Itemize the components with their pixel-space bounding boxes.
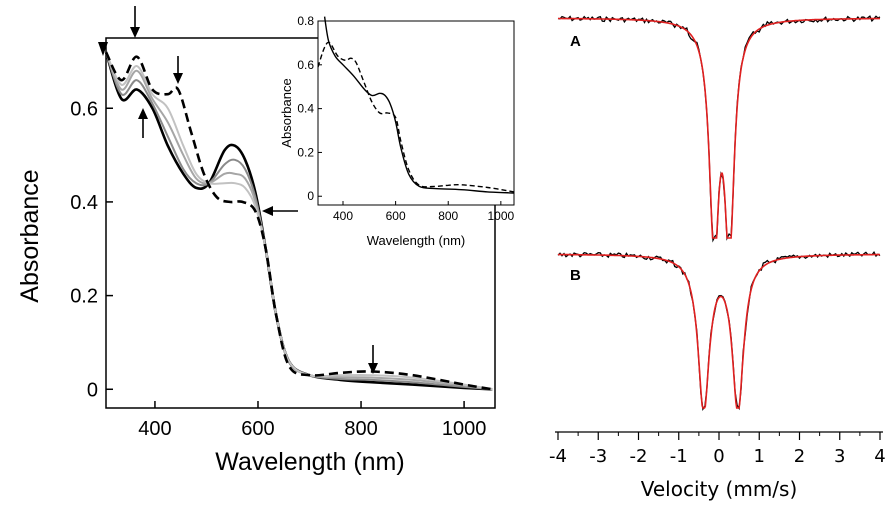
- main-y-tick-label: 0: [87, 379, 98, 401]
- inset-y-axis-title: Absorbance: [279, 78, 294, 147]
- inset-series-group: [317, 16, 515, 194]
- annotation-arrowhead: [262, 206, 273, 216]
- inset-x-tick-label: 1000: [487, 209, 514, 223]
- annotation-arrowhead: [368, 363, 378, 374]
- main-x-axis-title: Wavelength (nm): [215, 448, 404, 476]
- annotation-arrowhead: [138, 108, 148, 119]
- main-series-line: [105, 51, 493, 391]
- main-x-tick-label: 1000: [442, 418, 487, 440]
- velocity-x-tick-label: 0: [713, 446, 724, 467]
- inset-x-tick-label: 400: [333, 209, 353, 223]
- velocity-x-tick-label: 1: [754, 446, 765, 467]
- main-arrows: [98, 6, 378, 374]
- inset-x-axis-title: Wavelength (nm): [367, 233, 466, 248]
- inset-x-tick-label: 800: [438, 209, 458, 223]
- inset-chart: 0 0.2 0.4 0.6 0.8 400 600 800 1000 Wavelength (…: [279, 14, 515, 248]
- velocity-panel-label: A: [570, 33, 581, 50]
- main-series-line: [104, 51, 493, 391]
- velocity-data-trace: [557, 250, 881, 412]
- annotation-arrowhead: [173, 73, 183, 84]
- main-x-tick-label: 800: [344, 418, 377, 440]
- velocity-x-tick-label: 3: [834, 446, 845, 467]
- main-series-group: [104, 51, 493, 391]
- inset-series-line: [323, 16, 515, 194]
- velocity-x-tick-label: -1: [670, 446, 688, 467]
- inset-x-tick-label: 600: [386, 209, 406, 223]
- main-x-ticks: 400 600 800 1000: [138, 401, 486, 440]
- inset-y-tick-label: 0.4: [297, 102, 314, 116]
- annotation-arrowhead: [130, 27, 140, 38]
- inset-y-tick-label: 0: [307, 189, 314, 203]
- velocity-x-tick-label: -2: [630, 446, 648, 467]
- velocity-x-tick-label: 4: [874, 446, 885, 467]
- inset-y-tick-label: 0.8: [297, 14, 314, 28]
- velocity-panel: A: [557, 15, 881, 243]
- annotation-arrowhead: [98, 42, 108, 56]
- inset-y-tick-label: 0.6: [297, 58, 314, 72]
- velocity-panels: AB: [557, 15, 881, 412]
- main-series-line: [104, 51, 493, 391]
- main-x-tick-label: 600: [241, 418, 274, 440]
- velocity-x-tick-label: -3: [589, 446, 607, 467]
- main-y-tick-label: 0.4: [70, 192, 98, 214]
- main-series-line: [105, 51, 493, 391]
- inset-y-tick-label: 0.2: [297, 145, 314, 159]
- velocity-chart: -4 -3 -2 -1 0 1 2 3 4 AB Velocity (mm/s): [549, 15, 886, 501]
- velocity-x-axis-title: Velocity (mm/s): [641, 477, 798, 501]
- main-x-tick-label: 400: [138, 418, 171, 440]
- main-y-tick-label: 0.2: [70, 286, 98, 308]
- velocity-panel: B: [557, 250, 881, 412]
- main-plot-frame: [105, 37, 496, 409]
- inset-x-ticks: 400 600 800 1000: [333, 201, 515, 223]
- main-y-ticks: 0 0.2 0.4 0.6: [70, 98, 113, 401]
- inset-series-line: [317, 41, 515, 193]
- main-y-tick-label: 0.6: [70, 98, 98, 120]
- inset-plot-frame: [317, 20, 515, 206]
- velocity-panel-label: B: [570, 267, 581, 284]
- velocity-fit-curve: [558, 17, 880, 239]
- velocity-x-ticks: -4 -3 -2 -1 0 1 2 3 4: [549, 432, 886, 467]
- main-chart: 0 0.2 0.4 0.6 400 600 800 1000 Wavelength (nm)…: [16, 6, 496, 476]
- main-y-axis-title: Absorbance: [16, 169, 44, 302]
- main-series-line: [105, 51, 493, 391]
- inset-y-ticks: 0 0.2 0.4 0.6 0.8: [297, 14, 322, 203]
- velocity-fit-curve: [558, 253, 880, 409]
- velocity-x-tick-label: -4: [549, 446, 567, 467]
- velocity-x-tick-label: 2: [794, 446, 805, 467]
